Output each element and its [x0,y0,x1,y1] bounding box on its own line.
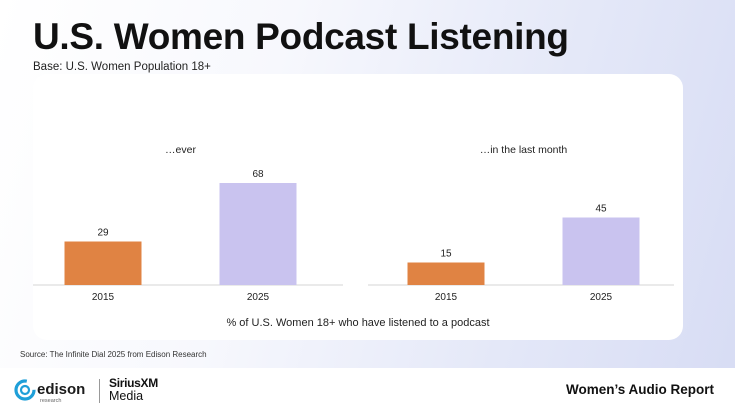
x-tick-label: 2025 [590,292,613,303]
page-subtitle: Base: U.S. Women Population 18+ [33,61,211,73]
chart-title: …in the last month [480,144,568,156]
data-label: 29 [97,228,109,239]
chart-title: …ever [165,144,196,156]
x-tick-label: 2015 [92,292,115,303]
data-label: 45 [595,204,607,215]
data-label: 68 [252,169,264,180]
logo-divider [99,379,100,403]
x-tick-label: 2015 [435,292,458,303]
bar-charts: …ever 29 2015 68 2025 …in the last month 15 201… [33,144,674,303]
siriusxm-media-logo: SiriusXM Media [109,376,158,403]
data-label: 15 [440,249,452,260]
report-title: Women’s Audio Report [566,382,714,397]
chart-card: …ever 29 2015 68 2025 …in the last month 15 201… [33,74,683,340]
source-note: Source: The Infinite Dial 2025 from Edis… [20,350,207,359]
page-title: U.S. Women Podcast Listening [33,16,569,57]
edison-research-logo: edison research [14,379,85,404]
footer-bar: edison research SiriusXM Media Women’s A… [0,368,735,414]
x-tick-label: 2025 [247,292,270,303]
bar [64,241,142,285]
bar [407,262,485,285]
bar [562,217,640,285]
bar [219,183,297,285]
chart-caption: % of U.S. Women 18+ who have listened to… [226,317,490,329]
svg-text:edison: edison [37,381,85,398]
svg-text:research: research [40,398,61,404]
